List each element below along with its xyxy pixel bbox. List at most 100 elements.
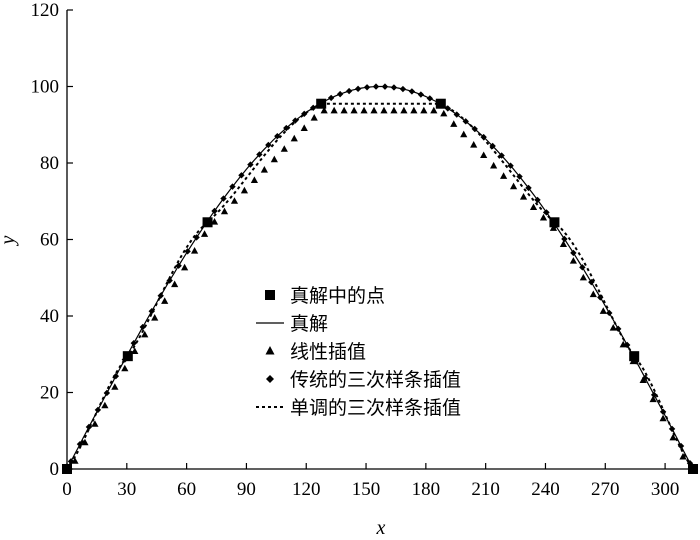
cubic-spline-marker <box>570 249 577 257</box>
y-axis-label: y <box>0 235 19 246</box>
cubic-spline-marker <box>408 88 416 95</box>
linear-interp-marker <box>330 106 338 114</box>
linear-interp-marker <box>519 193 528 200</box>
legend-label: 传统的三次样条插值 <box>290 369 461 391</box>
x-tick-label: 210 <box>471 479 500 500</box>
cubic-spline-marker <box>588 278 595 286</box>
linear-interp-marker <box>649 395 657 403</box>
linear-interp-marker <box>430 106 438 114</box>
linear-interp-marker <box>470 141 478 148</box>
cubic-spline-marker <box>650 391 658 399</box>
y-tick-label: 100 <box>31 77 60 98</box>
linear-interp-marker <box>599 307 607 314</box>
cubic-spline-marker <box>606 309 613 317</box>
linear-interp-marker <box>131 347 139 355</box>
linear-interp-marker <box>360 106 368 114</box>
linear-interp-marker <box>539 213 548 221</box>
x-tick-label: 270 <box>591 479 620 500</box>
x-tick-label: 0 <box>62 479 72 500</box>
linear-interp-marker <box>669 433 677 441</box>
linear-interp-marker <box>181 263 189 271</box>
cubic-spline-marker <box>265 141 272 149</box>
linear-interp-marker <box>101 401 109 409</box>
linear-interp-marker <box>230 197 239 204</box>
cubic-spline-marker <box>381 83 389 90</box>
cubic-spline-marker <box>354 85 362 93</box>
linear-interp-marker <box>450 120 458 127</box>
linear-interp-marker <box>111 383 119 390</box>
legend-item: 真解中的点 <box>265 285 385 307</box>
monotone-spline-line <box>66 102 694 470</box>
legend-label: 真解 <box>290 313 328 335</box>
y-tick-label: 40 <box>40 306 59 327</box>
y-tick-label: 20 <box>40 383 59 404</box>
sample-point-marker <box>122 351 133 362</box>
cubic-spline-marker <box>336 90 344 98</box>
linear-interp-marker <box>121 364 129 372</box>
cubic-spline-marker <box>426 95 434 102</box>
sample-point-marker <box>435 98 446 109</box>
legend-item: 传统的三次样条插值 <box>266 369 461 391</box>
linear-interp-marker <box>549 224 558 231</box>
linear-interp-marker <box>310 113 318 121</box>
legend-triangle-icon <box>265 346 275 355</box>
linear-interp-marker <box>340 106 348 114</box>
cubic-spline-marker <box>76 440 84 448</box>
legend-item: 真解 <box>256 313 328 335</box>
cubic-spline-marker <box>417 91 425 98</box>
linear-interp-marker <box>151 313 159 321</box>
cubic-spline-marker <box>157 292 164 299</box>
cubic-spline-marker <box>166 277 173 284</box>
linear-interp-marker <box>260 166 268 173</box>
linear-interp-marker <box>200 230 209 237</box>
linear-interp-marker <box>420 106 428 114</box>
linear-interp-marker <box>350 106 358 114</box>
cubic-spline-marker <box>256 151 263 158</box>
y-tick-label: 60 <box>40 230 59 251</box>
legend-square-icon <box>265 290 275 300</box>
cubic-spline-marker <box>390 84 398 91</box>
linear-interp-marker <box>171 280 179 288</box>
cubic-spline-marker <box>301 110 308 118</box>
y-tick-label: 120 <box>31 0 60 21</box>
x-axis-label: x <box>376 517 386 539</box>
cubic-spline-marker <box>67 458 75 465</box>
legend-label: 线性插值 <box>290 341 366 363</box>
cubic-spline-marker <box>615 325 622 333</box>
cubic-spline-marker <box>399 85 407 93</box>
linear-interp-marker <box>500 172 508 179</box>
sample-point-marker <box>549 217 560 228</box>
x-tick-label: 180 <box>412 479 441 500</box>
cubic-spline-marker <box>175 262 182 269</box>
cubic-spline-marker <box>139 323 146 331</box>
linear-interp-marker <box>141 330 149 338</box>
cubic-spline-marker <box>498 152 505 159</box>
legend-item: 线性插值 <box>265 341 366 363</box>
cubic-spline-marker <box>112 372 120 380</box>
x-tick-label: 150 <box>352 479 381 500</box>
linear-interp-marker <box>370 106 378 114</box>
y-tick-label: 80 <box>40 153 59 174</box>
linear-interp-marker <box>270 155 278 163</box>
linear-interp-marker <box>220 207 229 215</box>
linear-interp-marker <box>380 106 388 114</box>
sample-point-marker <box>316 98 327 109</box>
cubic-spline-marker <box>283 124 290 132</box>
cubic-spline-marker <box>641 374 649 382</box>
cubic-spline-marker <box>462 118 469 125</box>
true-solution-line <box>66 85 694 470</box>
cubic-spline-marker <box>561 235 568 243</box>
linear-interp-marker <box>210 218 219 225</box>
cubic-spline-marker <box>525 184 532 192</box>
cubic-spline-marker <box>229 183 236 190</box>
sample-point-marker <box>629 351 640 362</box>
cubic-spline-marker <box>597 294 604 301</box>
cubic-spline-marker <box>193 234 200 241</box>
cubic-spline-marker <box>534 196 541 204</box>
cubic-spline-marker <box>677 442 685 450</box>
cubic-spline-marker <box>516 173 523 180</box>
linear-interp-marker <box>639 376 647 383</box>
cubic-spline-marker <box>471 125 478 133</box>
